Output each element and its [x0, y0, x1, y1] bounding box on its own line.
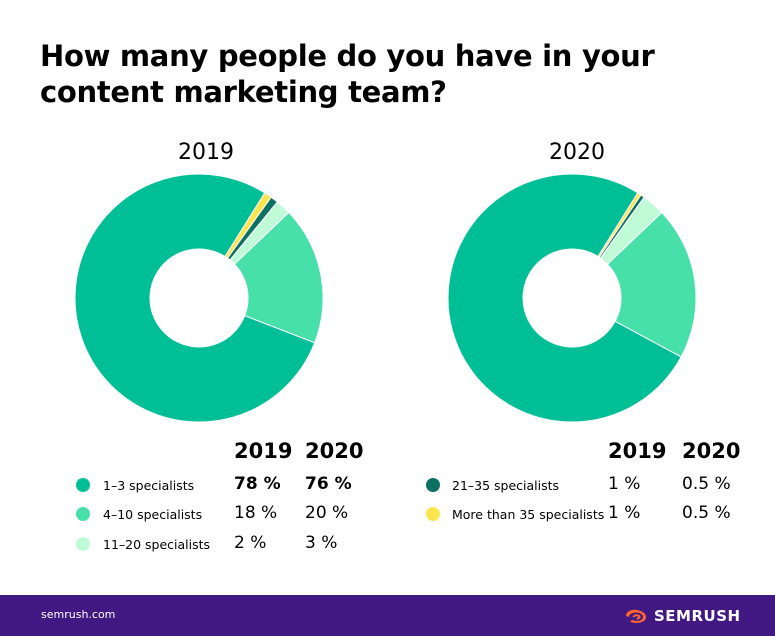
donut-slice-1-3: [447, 173, 682, 423]
legend-swatch-1-3: [76, 478, 90, 492]
chart-card: How many people do you have in your cont…: [0, 39, 775, 555]
donut-slice-1-3: [74, 173, 316, 423]
brand-name: SEMRUSH: [654, 607, 741, 625]
legend-right-head-2019: 2019: [608, 439, 667, 463]
donut-2020-title: 2020: [549, 140, 605, 165]
legend-swatch-4-10: [76, 507, 90, 521]
legend-row: 11–20 specialists 2 % 3 %: [0, 533, 380, 555]
legend-right-head-2020: 2020: [682, 439, 741, 463]
legend-value-2020: 0.5 %: [682, 503, 731, 523]
legend-label: 4–10 specialists: [103, 507, 203, 522]
legend-label: More than 35 specialists: [452, 507, 605, 522]
legend-value-2019: 78 %: [234, 474, 281, 494]
legend-left-head-2019: 2019: [234, 439, 293, 463]
legend-swatch-35-plus: [426, 507, 440, 521]
donut-slice-4-10: [233, 211, 324, 344]
footer-bar: semrush.com SEMRUSH: [0, 595, 775, 636]
legend-value-2020: 0.5 %: [682, 474, 731, 494]
legend-row: 21–35 specialists 1 % 0.5 %: [0, 474, 775, 496]
legend-label: 1–3 specialists: [103, 478, 195, 493]
legend-left-head-2020: 2020: [305, 439, 364, 463]
donut-chart-2020: [447, 173, 697, 423]
legend-value-2019: 1 %: [608, 503, 641, 523]
legend-row: 4–10 specialists 18 % 20 %: [0, 503, 380, 525]
legend-row: More than 35 specialists 1 % 0.5 %: [0, 503, 775, 525]
legend-value-2019: 18 %: [234, 503, 278, 523]
brand-logo: SEMRUSH: [624, 605, 741, 627]
legend-swatch-21-35: [426, 478, 440, 492]
legend-row: 1–3 specialists 78 % 76 %: [0, 474, 380, 496]
legend-value-2020: 3 %: [305, 533, 338, 553]
legend-value-2020: 20 %: [305, 503, 349, 523]
legend-label: 11–20 specialists: [103, 537, 211, 552]
donut-slice-4-10: [606, 211, 697, 358]
legend-value-2019: 1 %: [608, 474, 641, 494]
donut-2019-title: 2019: [178, 140, 234, 165]
semrush-flame-icon: [626, 609, 646, 623]
footer-site-link[interactable]: semrush.com: [41, 608, 116, 621]
legend-value-2020: 76 %: [305, 474, 352, 494]
donut-chart-2019: [74, 173, 324, 423]
legend-value-2019: 2 %: [234, 533, 267, 553]
chart-title: How many people do you have in your cont…: [40, 39, 655, 109]
legend-label: 21–35 specialists: [452, 478, 560, 493]
legend-swatch-11-20: [76, 537, 90, 551]
